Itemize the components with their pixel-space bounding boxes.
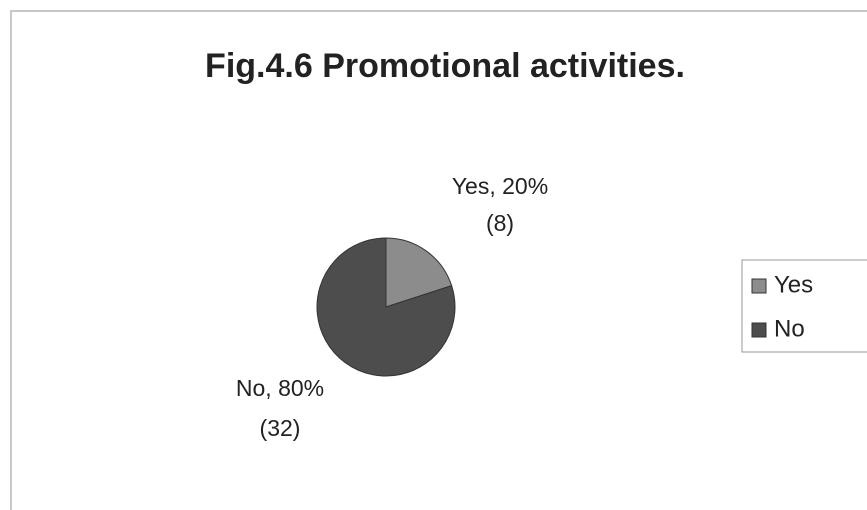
data-label: Yes, 20% [452, 173, 548, 199]
pie-slice [385, 237, 453, 308]
legend-label: No [774, 315, 805, 342]
count-label: (8) [486, 210, 514, 236]
legend-swatch [751, 278, 767, 294]
pie-slice [316, 237, 456, 377]
data-label: No, 80% [236, 375, 324, 401]
chart-frame [10, 10, 867, 510]
legend-label: Yes [774, 271, 813, 298]
legend-swatch [751, 322, 767, 338]
chart-title: Fig.4.6 Promotional activities. [205, 47, 685, 85]
count-label: (32) [260, 415, 301, 441]
